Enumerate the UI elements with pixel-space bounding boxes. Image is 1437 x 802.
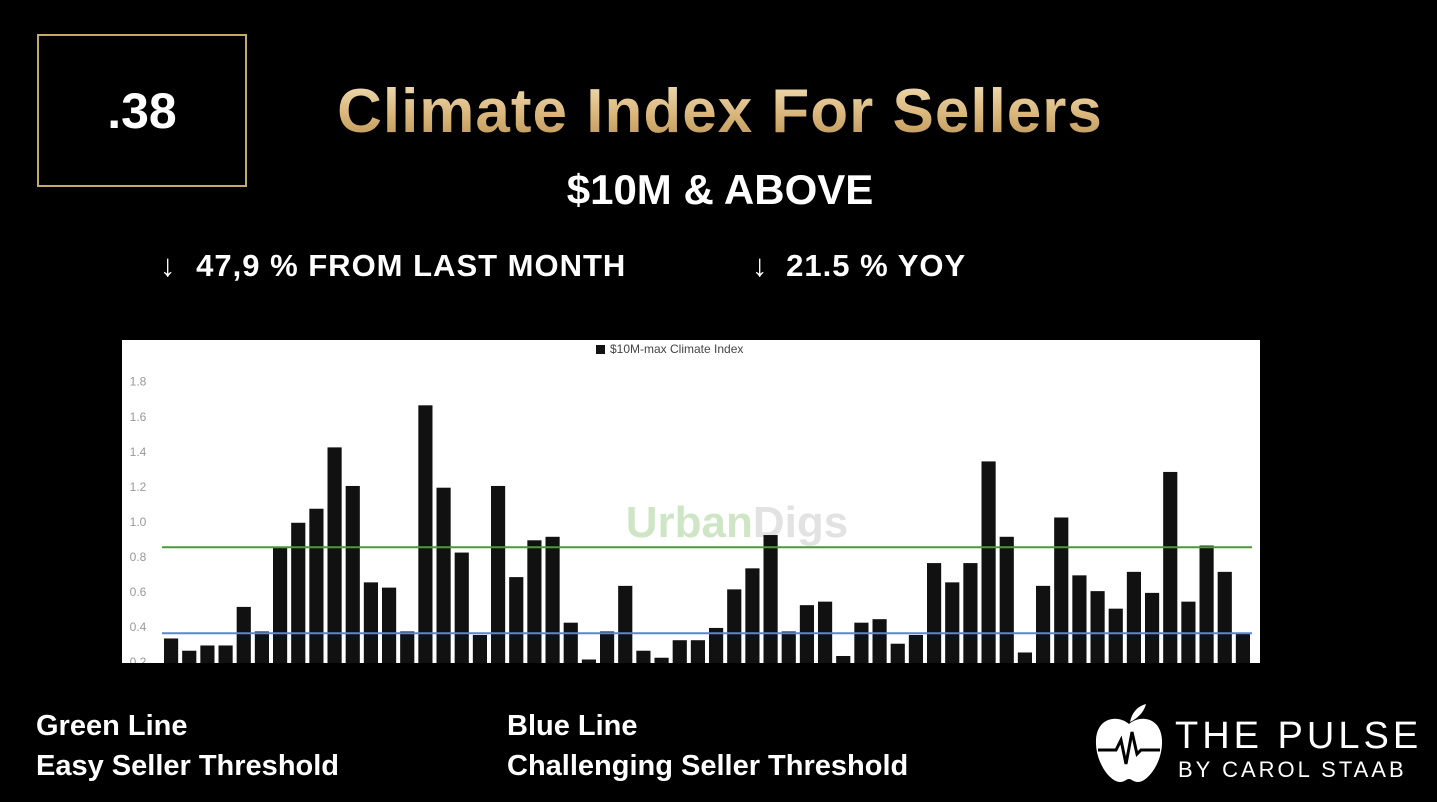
bar [1090,591,1105,663]
bar [563,622,578,663]
note-text: Challenging Seller Threshold [507,750,909,782]
bar [509,577,524,663]
change-text: 21.5 % YOY [786,248,967,283]
bar [1217,571,1232,663]
bar [854,622,869,663]
bar [926,563,942,663]
change-month: ↓ 47,9 % FROM LAST MONTH [160,248,626,284]
bar [999,536,1014,663]
legend-label: $10M-max Climate Index [610,342,743,356]
bar [327,447,342,663]
note-blue: Blue Line Challenging Seller Threshold [507,706,908,786]
bar [291,522,306,663]
bar [908,634,924,663]
y-tick-label: 1.4 [130,445,147,459]
title: Climate Index For Sellers [240,76,1200,147]
y-tick-label: 0.2 [130,655,147,663]
bar [1199,545,1214,663]
bar [872,619,887,663]
bar [218,645,233,663]
chart: UrbanDigs 0.2 0.4 0.6 0.8 1.0 1.2 1.4 1.6 1.8 $10M… [122,340,1260,663]
bar [309,508,324,663]
down-arrow: ↓ [752,248,769,283]
bar [472,634,488,663]
bar [363,582,379,663]
subtitle: $10M & ABOVE [566,166,874,213]
bar [182,650,197,663]
bar [527,540,542,663]
down-arrow: ↓ [160,248,177,283]
note-heading: Blue Line [507,710,638,742]
bar [1108,608,1123,663]
brand-byline: BY CAROL STAAB [1178,757,1407,782]
y-tick-label: 0.8 [130,550,147,564]
bar [690,640,706,663]
bar [727,589,742,663]
bar [599,631,615,663]
bar [163,638,179,663]
bar [1163,471,1178,663]
y-tick-label: 1.6 [130,410,147,424]
watermark: UrbanDigs [626,498,848,547]
bar [581,659,597,663]
bar [454,552,469,663]
y-tick-label: 0.4 [130,620,147,634]
bar [781,631,796,663]
bar [418,405,433,663]
watermark-part: Urban [626,498,753,547]
bar [745,568,760,663]
bar [636,650,651,663]
bar [490,485,506,663]
bar [1126,571,1142,663]
bar [381,587,397,663]
bar [1054,517,1069,663]
legend-swatch [596,345,605,354]
index-badge: .38 [37,34,247,187]
note-heading: Green Line [36,710,188,742]
bar [1144,592,1160,663]
bar [963,563,978,663]
change-text: 47,9 % FROM LAST MONTH [196,248,627,283]
note-green: Green Line Easy Seller Threshold [36,706,339,786]
bar [1017,652,1033,663]
apple-logo [1095,704,1163,782]
y-tick-label: 1.2 [130,480,147,494]
bar [1072,575,1087,663]
y-tick-label: 1.0 [130,515,147,529]
bar [890,643,905,663]
y-tick-label: 0.6 [130,585,147,599]
bar [672,640,687,663]
bar [1235,633,1251,663]
bar [618,585,633,663]
bar [981,461,996,663]
bar [345,485,360,663]
bar [836,655,851,663]
bar [708,627,724,663]
bar [254,631,270,663]
bar [1035,585,1051,663]
bar [436,487,451,663]
y-tick-label: 1.8 [130,375,147,389]
bar [545,536,560,663]
bar [945,582,960,663]
bar [200,645,215,663]
bar [763,535,778,663]
bar [654,657,669,663]
change-year: ↓ 21.5 % YOY [752,248,966,284]
bar [400,631,415,663]
bar [272,547,288,663]
note-text: Easy Seller Threshold [36,750,340,782]
brand-name: THE PULSE [1175,715,1423,757]
bar [236,606,251,663]
